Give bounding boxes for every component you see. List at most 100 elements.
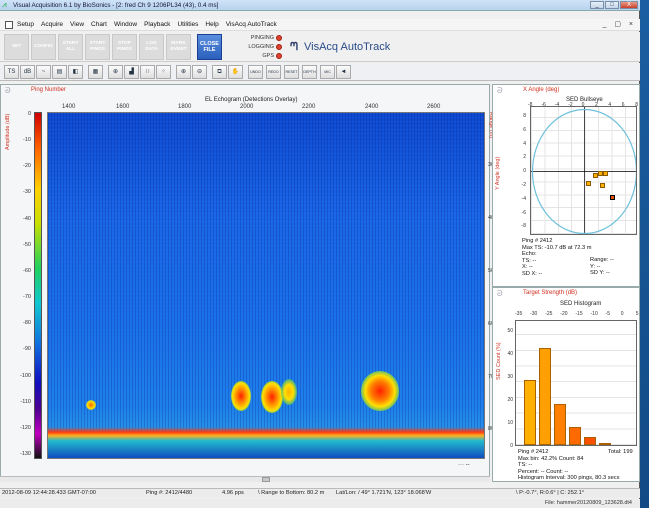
dots-icon[interactable]: ∷ [140, 65, 155, 79]
zoom-in-icon[interactable]: ⊕ [176, 65, 191, 79]
histogram-y-tick: 10 [507, 420, 513, 427]
minimize-button[interactable]: _ [590, 1, 604, 9]
echogram-x-tick: 2400 [365, 104, 379, 110]
bullseye-info-line: Y: -- [590, 263, 601, 270]
bullseye-x-tick: 4 [608, 102, 612, 108]
set-button[interactable]: SET [4, 34, 29, 60]
echogram-x-tick: 2600 [427, 104, 441, 110]
depth-icon[interactable]: DEPTH [302, 65, 317, 79]
crosshair-icon[interactable]: ⊕ [108, 65, 123, 79]
config-button[interactable]: CONFIG [31, 34, 56, 60]
target-marker [598, 171, 603, 176]
echogram-header: Ping Number [31, 87, 67, 93]
biosonics-swirl-icon: ᘐ [5, 86, 11, 95]
maximize-button[interactable]: □ [605, 1, 619, 9]
histogram-icon[interactable]: ▟ [124, 65, 139, 79]
amplitude-tick: -70 [23, 294, 31, 301]
start-pings-button[interactable]: START PINGS [85, 34, 110, 60]
histogram-bar [583, 436, 596, 445]
bullseye-svg [531, 107, 636, 234]
menu-view[interactable]: View [70, 21, 85, 28]
fish-school-detection [281, 379, 297, 405]
gps-status: GPS [240, 52, 282, 61]
bullseye-title: SED Bullseye [566, 97, 603, 103]
menu-utilities[interactable]: Utilities [177, 21, 199, 28]
range-tick: 60 [488, 321, 494, 327]
bullseye-info-line: Range: -- [590, 257, 614, 263]
bullseye-info-line: X: -- [522, 264, 533, 270]
bullseye-x-tick: -6 [541, 102, 546, 108]
pan-hand-icon[interactable]: ✋ [228, 65, 243, 79]
ts-db-icon[interactable]: TS [4, 65, 19, 79]
amplitude-tick: -120 [19, 424, 31, 431]
scrollbar-thumb[interactable] [262, 477, 270, 482]
target-marker [593, 173, 598, 178]
logging-indicator-icon [276, 43, 282, 50]
mdi-controls[interactable]: _ ▢ × [602, 21, 636, 28]
amplitude-tick: -80 [23, 320, 31, 327]
histogram-info-line: Ping # 2412 [518, 449, 549, 455]
zoom-out-icon[interactable]: ⊖ [192, 65, 207, 79]
log-data-button[interactable]: LOG DATA [139, 34, 164, 60]
histogram-x-tick: 0 [620, 311, 624, 317]
bullseye-x-tick: 6 [621, 102, 625, 108]
bullseye-y-tick: 0 [523, 168, 526, 175]
echogram-scrollbar[interactable] [0, 476, 490, 482]
line-chart-icon[interactable]: ~ [36, 65, 51, 79]
copy-icon[interactable]: ⧉ [212, 65, 227, 79]
bullseye-info-line: SD Y: -- [590, 270, 610, 276]
start-all-button[interactable]: START ALL [58, 34, 83, 60]
close-window-button[interactable]: X [620, 1, 638, 9]
histogram-plot[interactable] [515, 320, 637, 446]
bullseye-plot[interactable] [530, 106, 637, 235]
palette-icon[interactable]: ◧ [68, 65, 83, 79]
bullseye-y-tick: -2 [521, 182, 526, 188]
fish-school-detection [231, 381, 251, 411]
histogram-x-tick: -30 [530, 311, 538, 317]
bullseye-x-tick: -2 [568, 102, 573, 108]
amplitude-tick: -60 [23, 267, 31, 274]
window-title: Visual Acquisition 6.1 by BioSonics - [2… [13, 1, 219, 9]
acquisition-status: PINGING LOGGING GPS [240, 34, 282, 61]
amplitude-tick: -110 [20, 398, 31, 405]
echogram-plot[interactable] [47, 112, 485, 459]
menu-acquire[interactable]: Acquire [41, 21, 64, 28]
bullseye-y-tick: 4 [523, 140, 526, 147]
menu-chart[interactable]: Chart [91, 21, 107, 28]
amplitude-tick: -100 [19, 372, 31, 379]
dots-dense-icon[interactable]: ⁘ [156, 65, 171, 79]
histogram-bar [523, 379, 536, 445]
menu-autotrack[interactable]: VisAcq AutoTrack [225, 21, 277, 28]
mic-icon[interactable]: MIC [320, 65, 335, 79]
reset-icon[interactable]: RESET [284, 65, 299, 79]
redo-icon[interactable]: REDO [266, 65, 281, 79]
amplitude-tick: -90 [23, 346, 31, 353]
bullseye-info-line: SD X: -- [522, 270, 543, 277]
stop-pings-button[interactable]: STOP PINGS [112, 34, 137, 60]
amplitude-tick: 0 [27, 111, 31, 117]
sv-db-icon[interactable]: dB [20, 65, 35, 79]
document-icon[interactable] [5, 20, 13, 29]
menu-window[interactable]: Window [113, 21, 138, 28]
bullseye-x-tick: 2 [595, 102, 598, 108]
close-file-button[interactable]: CLOSE FILE [197, 34, 222, 60]
file-name: File: hammer20120809_123628.dt4 [544, 500, 632, 506]
color-scale-icon[interactable]: ▤ [52, 65, 67, 79]
menu-help[interactable]: Help [205, 21, 219, 28]
amplitude-tick: -10 [23, 137, 31, 144]
menu-playback[interactable]: Playback [144, 21, 171, 28]
bullseye-y-tick: -4 [521, 195, 526, 202]
bullseye-header: X Angle (deg) [523, 87, 560, 93]
grid-icon[interactable]: ▦ [88, 65, 103, 79]
undo-icon[interactable]: UNDO [248, 65, 263, 79]
histogram-title: SED Histogram [560, 301, 602, 307]
histogram-y-tick: 50 [507, 328, 513, 335]
histogram-bar [538, 348, 551, 445]
app-icon: ⩘ [2, 0, 7, 9]
chart-toolbar: TS dB ~ ▤ ◧ ▦ ⊕ ▟ ∷ ⁘ ⊕ ⊖ ⧉ ✋ UNDO REDO RESET DEPTH MIC ◄ [0, 63, 640, 81]
mark-event-button[interactable]: MARK EVENT [166, 34, 191, 60]
menu-setup[interactable]: Setup [17, 21, 34, 28]
back-arrow-icon[interactable]: ◄ [336, 65, 351, 79]
pinging-indicator-icon [276, 34, 282, 41]
echogram-x-tick: 1600 [116, 104, 130, 110]
